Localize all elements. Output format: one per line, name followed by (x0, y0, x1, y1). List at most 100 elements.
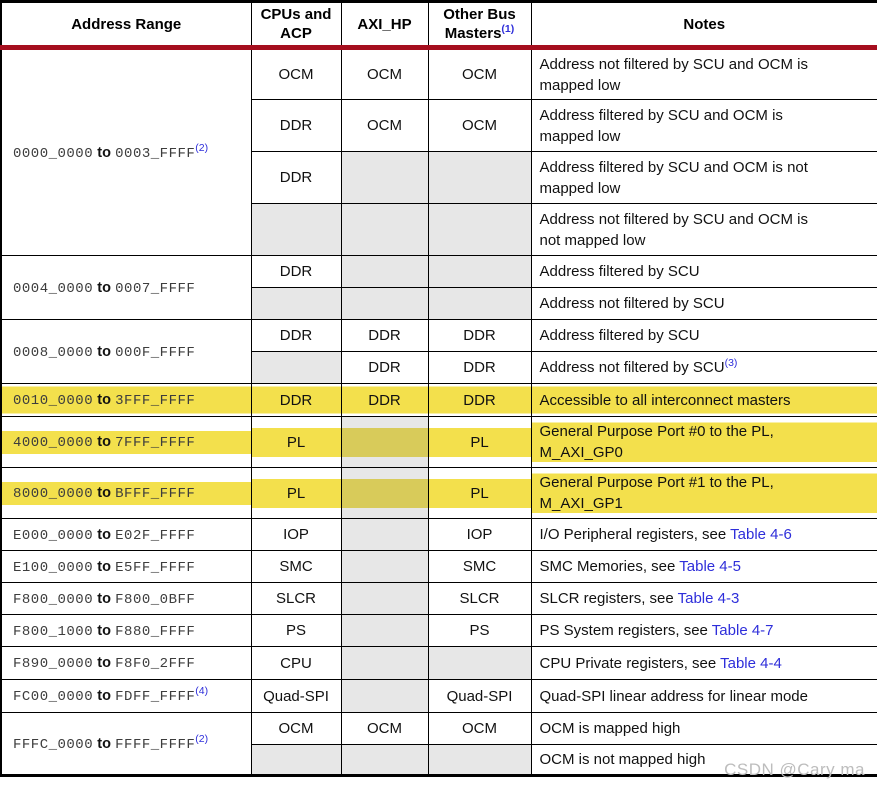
other-masters-cell: DDR (427, 383, 532, 417)
address-range-cell: FFFC_0000 to FFFF_FFFF(2) (0, 712, 252, 776)
address-end: 3FFF_FFFF (115, 393, 196, 409)
link-table-4-4[interactable]: Table 4-4 (720, 654, 782, 672)
link-table-4-3[interactable]: Table 4-3 (677, 590, 740, 607)
table-row: DDR DDR Address not filtered by SCU(3) (1, 351, 877, 384)
link-table-4-5[interactable]: Table 4-5 (679, 558, 741, 575)
axi-hp-cell: OCM (340, 99, 429, 152)
table-row: FC00_0000 to FDFF_FFFF(4) Quad-SPI Quad-… (0, 679, 877, 713)
axi-hp-cell (340, 287, 429, 320)
address-to: to (97, 144, 111, 161)
notes-cell: Accessible to all interconnect masters (530, 383, 877, 417)
axi-hp-cell (340, 416, 429, 468)
axi-hp-cell: DDR (340, 383, 429, 417)
footnote-ref-2[interactable]: (2) (195, 141, 209, 154)
note-text: OCM is not mapped high (539, 751, 706, 768)
address-end: 0007_FFFF (115, 280, 196, 297)
address-end: F8F0_2FFF (115, 656, 196, 672)
cpu-acp-cell: DDR (250, 151, 342, 204)
cpu-acp-cell: DDR (250, 319, 342, 352)
notes-cell: OCM is mapped high (530, 712, 877, 745)
axi-hp-cell (340, 679, 429, 713)
notes-cell: Address not filtered by SCU(3) (530, 351, 877, 384)
header-other-bus-masters: Other Bus Masters(1) (427, 1, 532, 48)
notes-cell: SMC Memories, see Table 4-5 (530, 550, 877, 583)
address-to: to (97, 343, 111, 360)
address-to: to (97, 622, 111, 639)
table-row: Address not filtered by SCU and OCM is n… (1, 203, 877, 256)
axi-hp-cell (340, 467, 429, 519)
table-row-highlighted: 8000_0000 to BFFF_FFFF PL PL General Pur… (0, 467, 877, 519)
footnote-ref-2[interactable]: (2) (195, 732, 209, 745)
address-range-cell: 0010_0000 to 3FFF_FFFF (0, 383, 252, 417)
notes-cell: SLCR registers, see Table 4-3 (530, 582, 877, 615)
note-text: General Purpose Port #1 to the PL, M_AXI… (539, 474, 774, 512)
other-masters-cell: DDR (427, 351, 532, 384)
note-text: Address filtered by SCU and OCM is not m… (539, 158, 808, 197)
address-start: FC00_0000 (13, 689, 94, 705)
note-text: CPU Private registers, see (539, 654, 721, 672)
table-row: F800_0000 to F800_0BFF SLCR SLCR SLCR re… (0, 582, 877, 615)
table-row: F890_0000 to F8F0_2FFF CPU CPU Private r… (0, 646, 877, 680)
address-end: F880_FFFF (115, 623, 196, 640)
other-masters-cell: SLCR (427, 582, 532, 615)
cpu-acp-cell: PS (250, 614, 342, 647)
footnote-ref-1[interactable]: (1) (501, 23, 515, 35)
footnote-ref-4[interactable]: (4) (195, 685, 209, 697)
other-masters-cell: PS (427, 614, 532, 647)
table-row: 0008_0000 to 000F_FFFF DDR DDR DDR Addre… (0, 319, 877, 384)
cpu-acp-cell: IOP (250, 518, 342, 551)
header-address-range: Address Range (0, 1, 252, 48)
notes-cell: Address filtered by SCU and OCM is not m… (530, 151, 877, 204)
table-row: Address not filtered by SCU (1, 287, 877, 320)
address-range-cell: 4000_0000 to 7FFF_FFFF (0, 416, 252, 468)
cpu-acp-cell: DDR (250, 383, 342, 417)
cpu-acp-cell: CPU (250, 646, 342, 680)
notes-cell: I/O Peripheral registers, see Table 4-6 (530, 518, 877, 551)
axi-hp-cell (340, 646, 429, 680)
table-row-highlighted: 4000_0000 to 7FFF_FFFF PL PL General Pur… (0, 416, 877, 468)
notes-cell: Address not filtered by SCU and OCM is n… (530, 203, 877, 256)
note-text: Address filtered by SCU and OCM is mappe… (539, 106, 783, 145)
other-masters-cell: IOP (427, 518, 532, 551)
cpu-acp-cell: OCM (250, 712, 342, 745)
notes-cell: Address filtered by SCU and OCM is mappe… (530, 99, 877, 152)
address-to: to (97, 434, 111, 450)
address-to: to (97, 655, 111, 671)
address-to: to (97, 590, 111, 607)
cpu-acp-cell: DDR (250, 255, 342, 288)
address-to: to (97, 485, 111, 501)
notes-cell: CPU Private registers, see Table 4-4 (530, 646, 877, 680)
other-masters-cell: PL (427, 467, 532, 519)
header-notes: Notes (530, 1, 877, 48)
cpu-acp-cell: DDR (250, 99, 342, 152)
cpu-acp-cell: PL (250, 467, 342, 519)
address-range-cell: E000_0000 to E02F_FFFF (0, 518, 252, 551)
axi-hp-cell (340, 582, 429, 615)
address-to: to (97, 392, 111, 408)
table-row: E100_0000 to E5FF_FFFF SMC SMC SMC Memor… (0, 550, 877, 583)
link-table-4-6[interactable]: Table 4-6 (730, 526, 792, 543)
header-cpus-acp: CPUs and ACP (250, 1, 342, 48)
note-text: OCM is mapped high (539, 720, 681, 737)
notes-cell: Address not filtered by SCU and OCM is m… (530, 47, 877, 100)
table-row: FFFC_0000 to FFFF_FFFF(2) OCM OCM OCM OC… (0, 712, 877, 776)
cpu-acp-cell (250, 351, 342, 384)
note-text: Address not filtered by SCU and OCM is m… (539, 55, 808, 94)
address-range-cell: F890_0000 to F8F0_2FFF (0, 646, 252, 680)
address-start: F890_0000 (13, 656, 94, 672)
axi-hp-cell (340, 151, 429, 204)
address-start: 0010_0000 (13, 393, 94, 409)
axi-hp-cell (340, 550, 429, 583)
axi-hp-cell: OCM (340, 47, 429, 100)
address-range-cell: FC00_0000 to FDFF_FFFF(4) (0, 679, 252, 713)
table-body: 0000_0000 to 0003_FFFF(2) OCM OCM OCM Ad… (0, 47, 877, 776)
footnote-ref-3[interactable]: (3) (724, 357, 738, 369)
link-table-4-7[interactable]: Table 4-7 (711, 622, 774, 639)
notes-cell: Address not filtered by SCU (530, 287, 877, 320)
note-text: Address filtered by SCU (539, 263, 700, 280)
axi-hp-cell (340, 255, 429, 288)
axi-hp-cell: DDR (340, 319, 429, 352)
note-text: SLCR registers, see (539, 590, 678, 607)
header-axi-hp: AXI_HP (340, 1, 429, 48)
